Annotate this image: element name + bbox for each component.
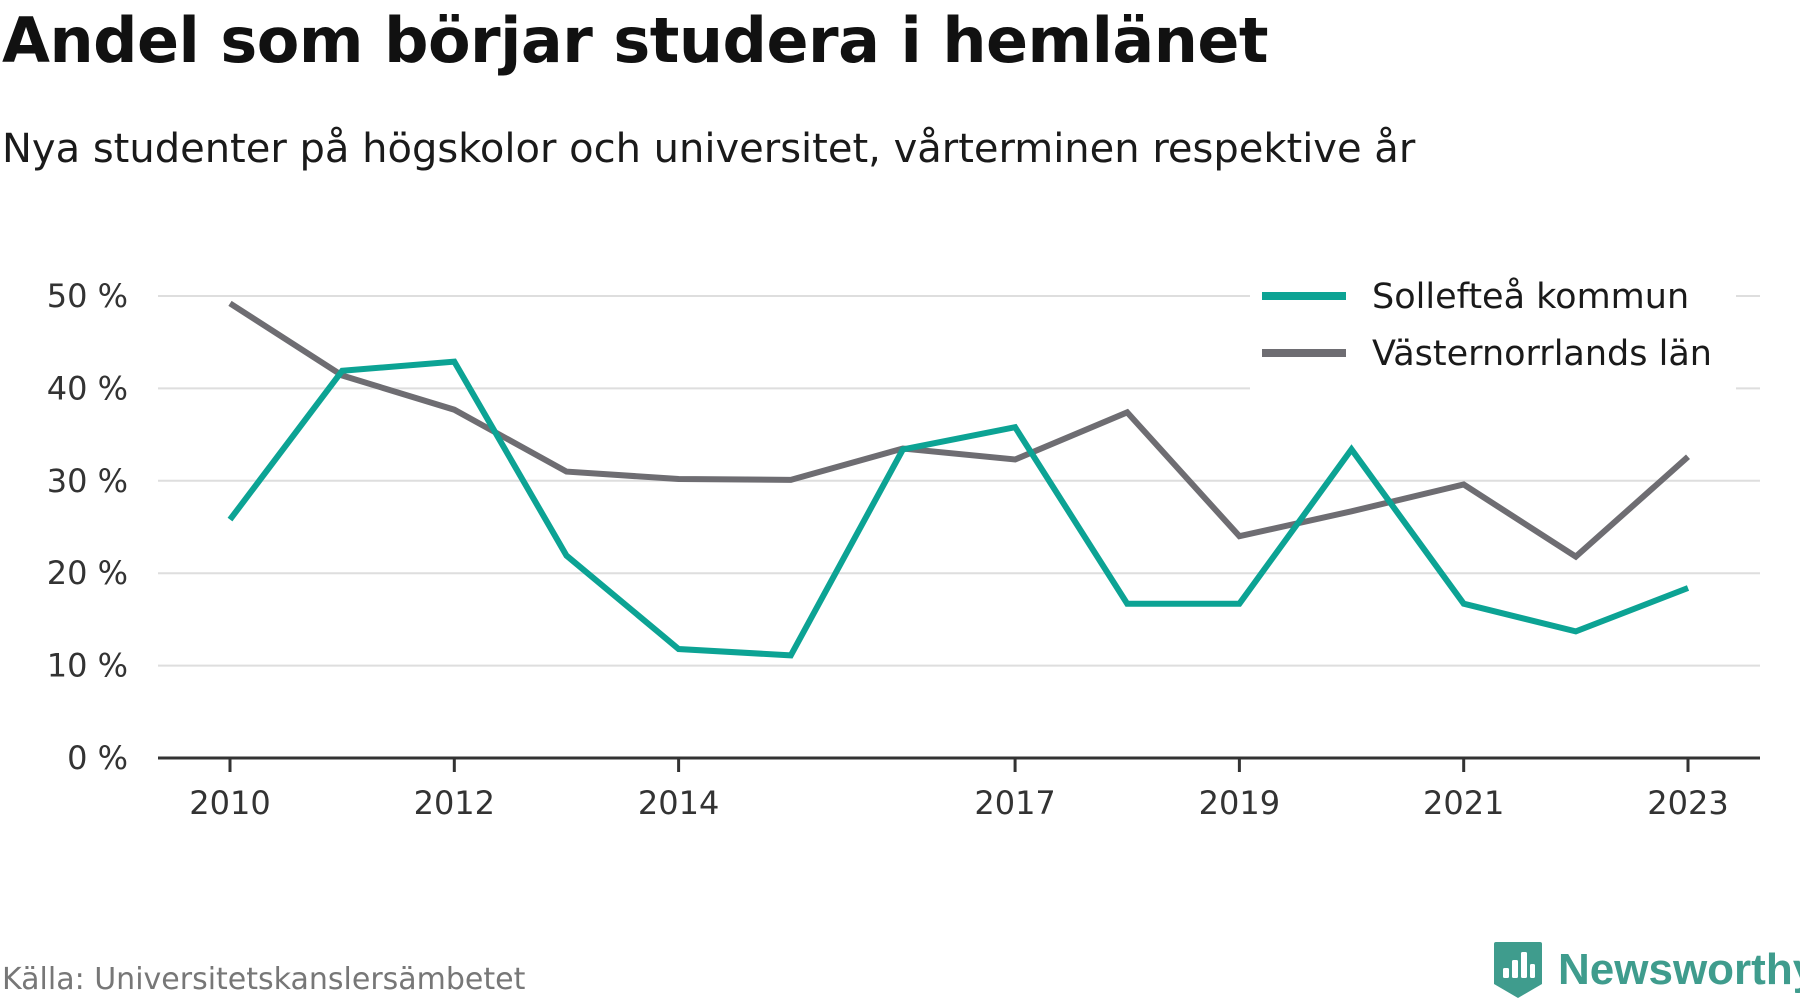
x-tick-label: 2023 xyxy=(1647,784,1728,822)
y-tick-label: 20 % xyxy=(47,554,128,592)
axes: 0 % 10 % 20 % 30 % 40 % 50 % 2010 2012 2014 2017 2… xyxy=(47,277,1760,822)
x-tick-label: 2010 xyxy=(189,784,270,822)
x-tick-label: 2014 xyxy=(638,784,719,822)
brand-logo: Newsworthy xyxy=(1492,940,1800,1000)
source-note: Källa: Universitetskanslersämbetet xyxy=(2,962,526,997)
y-tick-label: 0 % xyxy=(67,739,128,777)
x-tick-label: 2012 xyxy=(414,784,495,822)
y-tick-label: 10 % xyxy=(47,647,128,685)
series-lines xyxy=(227,300,1690,659)
chart-subtitle: Nya studenter på högskolor och universit… xyxy=(2,126,1416,172)
series-line-1 xyxy=(227,358,1690,659)
bar-chart-badge-icon xyxy=(1494,942,1542,998)
x-tick-label: 2021 xyxy=(1423,784,1504,822)
series-line-2 xyxy=(228,300,1690,561)
y-tick-label: 30 % xyxy=(47,462,128,500)
y-tick-label: 40 % xyxy=(47,369,128,407)
y-tick-label: 50 % xyxy=(47,277,128,315)
legend-background xyxy=(1250,272,1736,390)
x-tick-label: 2017 xyxy=(974,784,1055,822)
legend: Sollefteå kommun Västernorrlands län xyxy=(1250,272,1736,390)
legend-label: Västernorrlands län xyxy=(1372,334,1712,374)
x-tick-label: 2019 xyxy=(1199,784,1280,822)
legend-label: Sollefteå kommun xyxy=(1372,276,1689,317)
chart-title: Andel som börjar studera i hemlänet xyxy=(2,4,1269,77)
brand-name: Newsworthy xyxy=(1558,945,1800,994)
